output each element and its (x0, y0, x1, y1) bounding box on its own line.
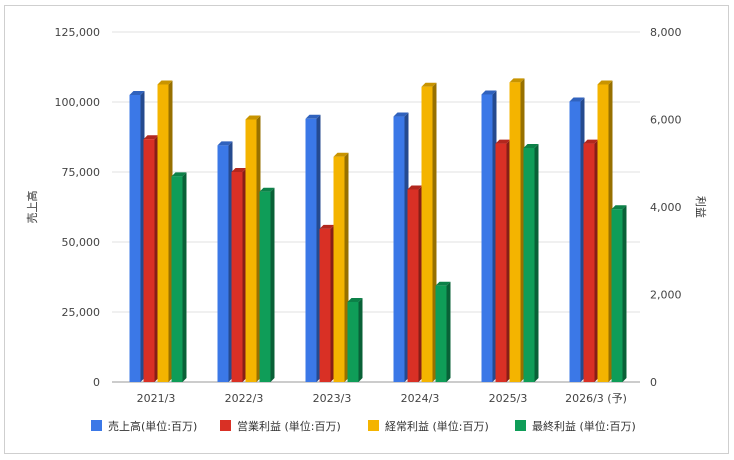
bars (129, 78, 627, 383)
bar (523, 143, 539, 382)
bar (481, 90, 497, 382)
category-labels: 2021/3 2022/3 2023/3 2024/3 2025/3 2026/3 (予) (137, 392, 627, 405)
legend-item[interactable]: 最終利益 (単位:百万) (515, 419, 636, 433)
right-tick-label: 4,000 (650, 201, 682, 214)
legend-item[interactable]: 営業利益 (単位:百万) (220, 419, 341, 433)
bar (171, 172, 187, 382)
bar (245, 115, 261, 382)
left-tick-label: 0 (93, 376, 100, 389)
grid-lines (112, 31, 640, 383)
bar (259, 187, 275, 382)
legend-swatch (220, 420, 231, 431)
legend-item[interactable]: 経常利益 (単位:百万) (368, 419, 489, 433)
category-label: 2023/3 (313, 392, 352, 405)
bar (333, 152, 349, 382)
bar (569, 97, 585, 382)
right-axis-title: 利益 (694, 196, 708, 218)
bar (347, 297, 363, 382)
bar (319, 224, 335, 382)
bar (495, 139, 511, 382)
legend-label: 売上高(単位:百万) (108, 419, 197, 433)
bar (393, 112, 409, 382)
bar (597, 80, 613, 382)
bar (157, 80, 173, 382)
bar (129, 91, 145, 382)
left-axis-title: 売上高 (25, 191, 39, 224)
legend-label: 経常利益 (単位:百万) (385, 419, 489, 433)
right-tick-label: 6,000 (650, 114, 682, 127)
category-label: 2022/3 (225, 392, 264, 405)
bar (583, 139, 599, 382)
legend-label: 最終利益 (単位:百万) (532, 419, 636, 433)
legend-swatch (91, 420, 102, 431)
legend-swatch (515, 420, 526, 431)
legend-item[interactable]: 売上高(単位:百万) (91, 419, 197, 433)
right-tick-label: 0 (650, 376, 657, 389)
left-tick-label: 75,000 (62, 166, 101, 179)
left-tick-label: 100,000 (55, 96, 101, 109)
bar (509, 78, 525, 382)
right-axis-ticks: 0 2,000 4,000 6,000 8,000 (650, 26, 682, 389)
left-axis-ticks: 0 25,000 50,000 75,000 100,000 125,000 (55, 26, 101, 389)
category-label: 2026/3 (予) (565, 392, 627, 405)
bar (217, 141, 233, 382)
bar (421, 82, 437, 382)
left-tick-label: 125,000 (55, 26, 101, 39)
left-tick-label: 25,000 (62, 306, 101, 319)
category-label: 2024/3 (401, 392, 440, 405)
bar (143, 135, 159, 382)
right-tick-label: 8,000 (650, 26, 682, 39)
category-label: 2021/3 (137, 392, 176, 405)
category-label: 2025/3 (489, 392, 528, 405)
bar (611, 205, 627, 382)
right-tick-label: 2,000 (650, 289, 682, 302)
bar (305, 114, 321, 383)
legend: 売上高(単位:百万) 営業利益 (単位:百万) 経常利益 (単位:百万) 最終利益 (… (91, 419, 636, 433)
bar (231, 168, 247, 382)
legend-swatch (368, 420, 379, 431)
bar (407, 185, 423, 382)
left-tick-label: 50,000 (62, 236, 101, 249)
legend-label: 営業利益 (単位:百万) (237, 419, 341, 433)
bar (435, 281, 451, 382)
